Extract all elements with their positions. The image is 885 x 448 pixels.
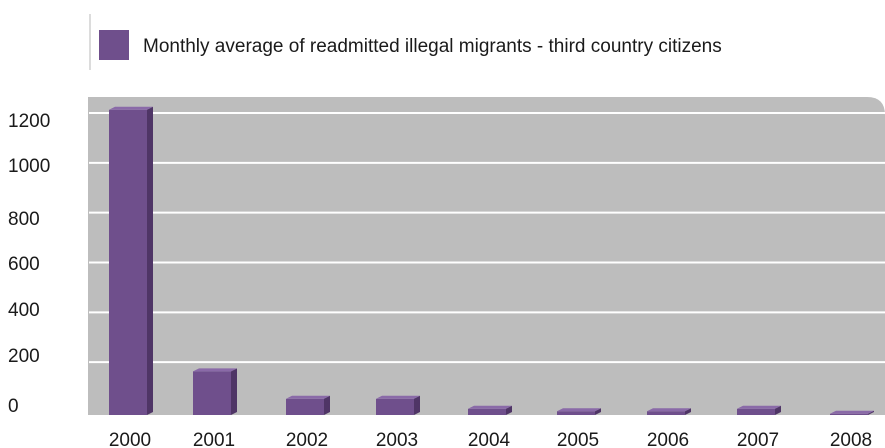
bar-front <box>193 371 231 415</box>
x-tick-label: 2000 <box>109 430 151 448</box>
x-tick-label: 2003 <box>376 430 418 448</box>
bar-side <box>685 408 691 415</box>
legend-label: Monthly average of readmitted illegal mi… <box>143 36 722 57</box>
y-tick-label: 1000 <box>8 156 50 177</box>
gridlines <box>89 112 885 364</box>
bar-side <box>506 405 512 415</box>
bar-front <box>647 411 685 415</box>
bar-2000 <box>109 106 153 415</box>
bar-2008 <box>830 410 874 415</box>
bar-front <box>286 398 324 415</box>
bars <box>109 106 874 415</box>
bar-side <box>414 395 420 415</box>
x-tick-label: 2006 <box>647 430 689 448</box>
bar-side <box>868 410 874 415</box>
bar-2004 <box>468 405 512 415</box>
plot-area <box>88 97 885 415</box>
bar-front <box>376 398 414 415</box>
y-tick-label: 400 <box>8 300 40 321</box>
bar-side <box>231 368 237 415</box>
bar-side <box>147 106 153 415</box>
x-tick-label: 2002 <box>286 430 328 448</box>
bar-top <box>468 405 512 409</box>
y-axis-ticks: 0 200 400 600 800 1000 1200 <box>8 111 50 417</box>
bar-front <box>830 413 868 415</box>
x-tick-label: 2005 <box>557 430 599 448</box>
bar-2002 <box>286 395 330 415</box>
bar-front <box>109 109 147 415</box>
legend: Monthly average of readmitted illegal mi… <box>89 14 722 70</box>
legend-swatch <box>99 30 129 60</box>
bar-top <box>109 106 153 110</box>
x-tick-label: 2001 <box>193 430 235 448</box>
bar-2003 <box>376 395 420 415</box>
bar-side <box>324 395 330 415</box>
bar-top <box>647 408 691 412</box>
x-axis-ticks: 2000 2001 2002 2003 2004 2005 2006 2007 2008 <box>109 430 872 448</box>
x-tick-label: 2004 <box>468 430 511 448</box>
bar-front <box>737 408 775 415</box>
bar-2001 <box>193 368 237 415</box>
bar-side <box>775 405 781 415</box>
bar-top <box>376 395 420 399</box>
bar-top <box>557 408 601 412</box>
y-tick-label: 200 <box>8 346 40 367</box>
y-tick-label: 600 <box>8 254 40 275</box>
bar-top <box>830 410 874 414</box>
x-tick-label: 2007 <box>737 430 779 448</box>
x-tick-label: 2008 <box>830 430 872 448</box>
y-tick-label: 1200 <box>8 111 50 132</box>
bar-top <box>737 405 781 409</box>
bar-top <box>286 395 330 399</box>
bar-2007 <box>737 405 781 415</box>
bar-2005 <box>557 408 601 415</box>
bar-front <box>468 408 506 415</box>
y-tick-label: 0 <box>8 396 19 417</box>
bar-front <box>557 411 595 415</box>
bar-side <box>595 408 601 415</box>
bar-top <box>193 368 237 372</box>
y-tick-label: 800 <box>8 209 40 230</box>
bar-2006 <box>647 408 691 415</box>
